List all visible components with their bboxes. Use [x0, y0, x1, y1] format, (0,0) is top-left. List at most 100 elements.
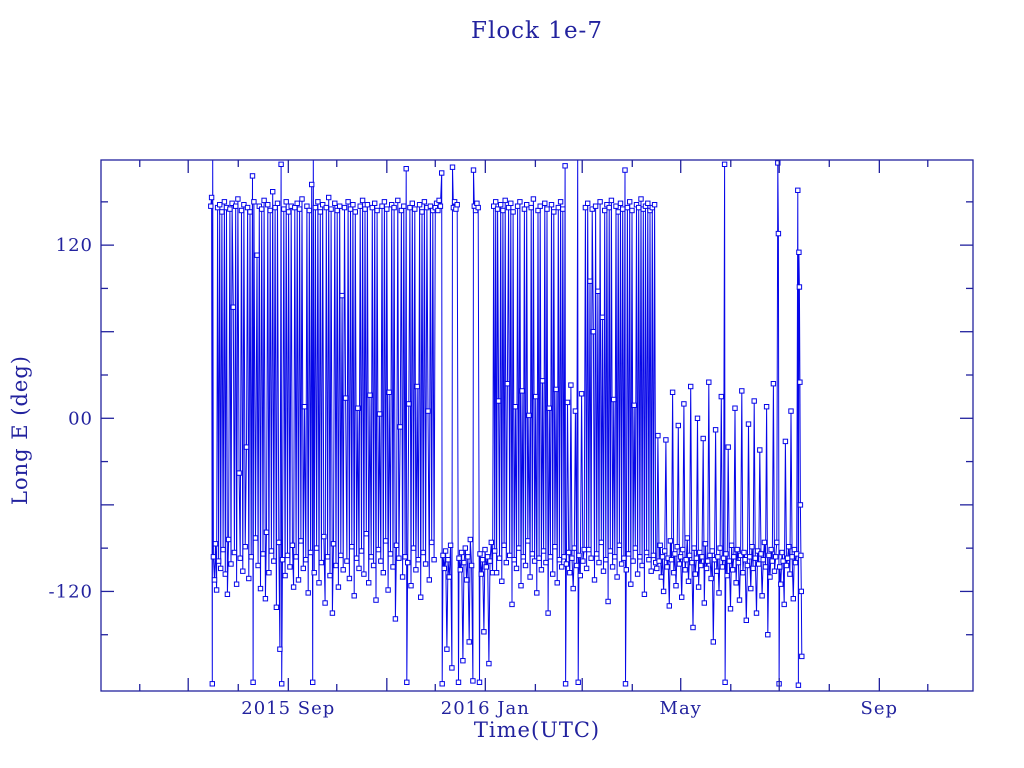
data-point-marker — [615, 209, 621, 215]
data-point-marker — [664, 564, 670, 570]
data-point-marker — [682, 567, 688, 573]
data-point-marker — [531, 558, 538, 564]
data-point-marker — [736, 597, 743, 603]
data-point-marker — [495, 398, 502, 404]
data-point-marker — [462, 545, 469, 551]
data-series-group — [208, 155, 805, 688]
data-point-marker — [311, 570, 317, 576]
data-point-marker — [697, 549, 703, 556]
data-point-marker — [231, 549, 238, 556]
data-point-marker — [444, 646, 450, 652]
data-point-marker — [681, 401, 687, 407]
data-point-marker — [447, 542, 454, 548]
data-point-marker — [457, 567, 464, 573]
data-point-marker — [502, 197, 508, 204]
data-point-marker — [797, 379, 803, 385]
data-point-marker — [313, 545, 320, 551]
data-point-marker — [514, 203, 521, 209]
data-point-marker — [605, 598, 611, 605]
data-point-marker — [768, 546, 774, 553]
data-point-marker — [262, 596, 269, 602]
data-point-marker — [361, 571, 367, 577]
data-point-marker — [573, 562, 580, 569]
data-point-marker — [272, 204, 278, 211]
data-point-marker — [492, 548, 498, 554]
data-point-marker — [740, 570, 746, 576]
data-point-marker — [408, 583, 414, 589]
data-point-marker — [667, 538, 674, 544]
data-point-marker — [701, 600, 707, 606]
data-point-marker — [769, 558, 775, 564]
data-point-marker — [741, 549, 747, 556]
data-point-marker — [749, 544, 755, 550]
data-point-marker — [654, 565, 660, 572]
data-point-marker — [625, 551, 632, 557]
data-point-marker — [247, 209, 253, 215]
data-point-marker — [540, 548, 547, 554]
data-point-marker — [385, 587, 391, 593]
data-point-marker — [592, 203, 599, 209]
data-point-marker — [761, 539, 768, 546]
data-point-marker — [645, 200, 651, 207]
data-point-marker — [795, 187, 801, 194]
data-point-marker — [498, 202, 504, 208]
data-point-marker — [285, 209, 292, 215]
data-point-marker — [798, 552, 804, 559]
data-point-marker — [739, 388, 745, 394]
data-point-marker — [711, 557, 718, 563]
data-point-marker — [364, 202, 371, 208]
tick-labels: 2015 Sep 2016 Jan May Sep 120 00 -120 — [49, 235, 898, 719]
data-point-marker — [422, 561, 429, 567]
data-point-marker — [763, 404, 770, 410]
data-point-marker — [669, 389, 676, 396]
data-point-marker — [376, 411, 383, 417]
data-point-marker — [630, 558, 636, 564]
data-point-marker — [797, 502, 804, 508]
data-point-marker — [537, 203, 543, 209]
data-point-marker — [412, 206, 418, 212]
data-point-marker — [796, 284, 803, 290]
data-point-marker — [535, 207, 541, 214]
data-point-marker — [276, 539, 282, 546]
data-point-marker — [393, 542, 400, 548]
data-point-marker — [716, 590, 722, 596]
data-point-marker — [643, 549, 650, 556]
data-point-marker — [782, 438, 789, 445]
data-point-marker — [352, 209, 359, 215]
data-point-marker — [760, 557, 766, 563]
data-point-marker — [301, 404, 308, 410]
data-point-marker — [651, 202, 658, 208]
data-point-marker — [758, 551, 764, 557]
data-point-marker — [372, 200, 378, 207]
data-point-marker — [546, 405, 552, 411]
data-point-marker — [723, 551, 729, 557]
data-point-marker — [631, 402, 637, 409]
data-point-marker — [338, 552, 344, 559]
data-point-marker — [501, 542, 507, 548]
data-point-marker — [268, 548, 275, 554]
data-point-marker — [294, 200, 300, 207]
data-point-marker — [517, 199, 523, 205]
data-point-marker — [744, 562, 751, 569]
data-point-marker — [265, 202, 271, 208]
data-point-marker — [467, 536, 474, 543]
data-point-marker — [780, 558, 786, 564]
data-point-marker — [753, 610, 760, 616]
data-point-marker — [572, 408, 579, 414]
data-point-marker — [754, 548, 761, 554]
data-point-marker — [751, 398, 757, 404]
data-point-marker — [353, 555, 360, 561]
data-point-marker — [211, 155, 215, 159]
data-point-marker — [279, 557, 286, 563]
data-point-marker — [689, 559, 695, 566]
data-point-marker — [719, 564, 726, 570]
data-point-marker — [289, 542, 296, 548]
data-point-marker — [580, 558, 586, 564]
data-point-marker — [762, 564, 769, 570]
data-point-marker — [349, 544, 355, 550]
data-point-marker — [359, 197, 366, 204]
data-point-marker — [233, 581, 240, 587]
data-point-marker — [284, 552, 291, 559]
data-point-marker — [756, 561, 762, 567]
data-point-marker — [243, 444, 250, 450]
